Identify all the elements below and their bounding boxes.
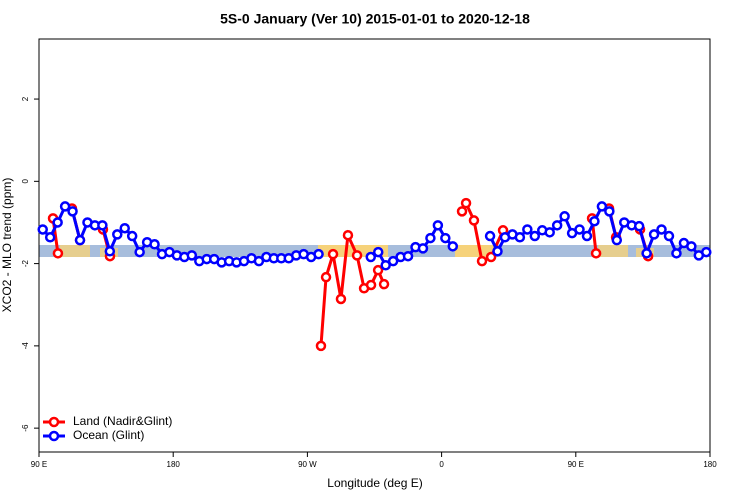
data-point <box>460 197 472 209</box>
data-point <box>485 251 497 263</box>
data-point <box>648 229 660 240</box>
data-point <box>315 340 327 352</box>
data-point <box>119 222 130 234</box>
data-point <box>551 220 563 231</box>
data-point <box>544 227 555 238</box>
legend-label: Land (Nadir&Glint) <box>73 414 172 428</box>
data-point <box>335 293 347 305</box>
plot-frame <box>38 38 711 453</box>
data-point <box>456 206 468 217</box>
series-line <box>319 229 386 346</box>
data-point <box>313 248 324 260</box>
data-point <box>663 230 675 242</box>
data-point <box>604 206 615 217</box>
data-point <box>686 241 697 252</box>
data-point <box>492 246 503 257</box>
data-point <box>378 278 390 290</box>
data-point <box>372 246 384 258</box>
data-point <box>671 248 682 259</box>
data-point <box>387 255 399 267</box>
data-point <box>37 224 48 235</box>
data-point <box>417 243 429 254</box>
data-point <box>253 255 265 267</box>
data-point <box>52 248 64 259</box>
data-point <box>522 224 533 235</box>
data-point <box>589 215 600 227</box>
data-point <box>380 259 391 271</box>
land-band <box>455 245 495 257</box>
x-tick-label: 0 <box>439 460 444 469</box>
data-point <box>186 250 198 261</box>
y-axis-label: XCO2 - MLO trend (ppm) <box>0 178 14 313</box>
data-point <box>126 230 138 242</box>
data-point <box>52 217 63 228</box>
land-band <box>60 245 90 257</box>
x-tick-label: 90 E <box>31 460 47 469</box>
data-point <box>351 250 363 261</box>
data-point <box>104 246 116 257</box>
data-point <box>468 215 480 226</box>
data-point <box>74 234 86 246</box>
data-point <box>611 234 623 246</box>
y-tick-label: -2 <box>21 259 30 267</box>
legend: Land (Nadir&Glint)Ocean (Glint) <box>43 414 172 442</box>
data-point <box>342 229 354 241</box>
data-point <box>432 220 444 231</box>
data-point <box>97 220 108 231</box>
data-point <box>440 232 451 244</box>
legend-label: Ocean (Glint) <box>73 428 144 442</box>
data-point <box>447 241 459 252</box>
y-tick-label: -6 <box>21 424 30 432</box>
data-point <box>641 248 652 259</box>
data-point <box>529 230 541 242</box>
data-point <box>596 201 608 212</box>
data-point <box>149 239 160 250</box>
data-point <box>476 255 488 267</box>
legend-marker <box>48 430 60 442</box>
data-point <box>365 279 377 291</box>
data-point <box>327 248 339 260</box>
land-band <box>598 245 628 257</box>
x-tick-label: 90 E <box>568 460 584 469</box>
legend-marker <box>48 416 60 428</box>
data-point <box>372 264 384 276</box>
data-point <box>484 230 496 242</box>
x-axis-label: Longitude (deg E) <box>327 476 422 490</box>
x-tick-label: 90 W <box>298 460 317 469</box>
x-tick-label: 180 <box>703 460 717 469</box>
data-point <box>59 201 71 212</box>
data-point <box>365 251 377 263</box>
y-tick-label: 2 <box>21 96 30 101</box>
data-point <box>514 232 526 243</box>
data-point <box>581 230 593 242</box>
data-point <box>320 271 332 283</box>
y-tick-label: 0 <box>21 179 30 184</box>
data-point <box>633 220 645 232</box>
data-point <box>559 211 570 222</box>
chart-title: 5S-0 January (Ver 10) 2015-01-01 to 2020… <box>220 11 530 27</box>
data-point <box>44 232 56 243</box>
y-tick-label: -4 <box>21 342 30 350</box>
data-point <box>112 229 123 240</box>
x-tick-label: 180 <box>167 460 181 469</box>
data-point <box>425 232 436 244</box>
data-point <box>701 246 712 258</box>
data-point <box>134 246 145 258</box>
data-point <box>574 224 585 235</box>
series <box>37 201 712 271</box>
data-point <box>590 248 602 259</box>
data-point <box>67 206 78 217</box>
data-point <box>656 224 667 235</box>
data-point <box>402 250 414 262</box>
